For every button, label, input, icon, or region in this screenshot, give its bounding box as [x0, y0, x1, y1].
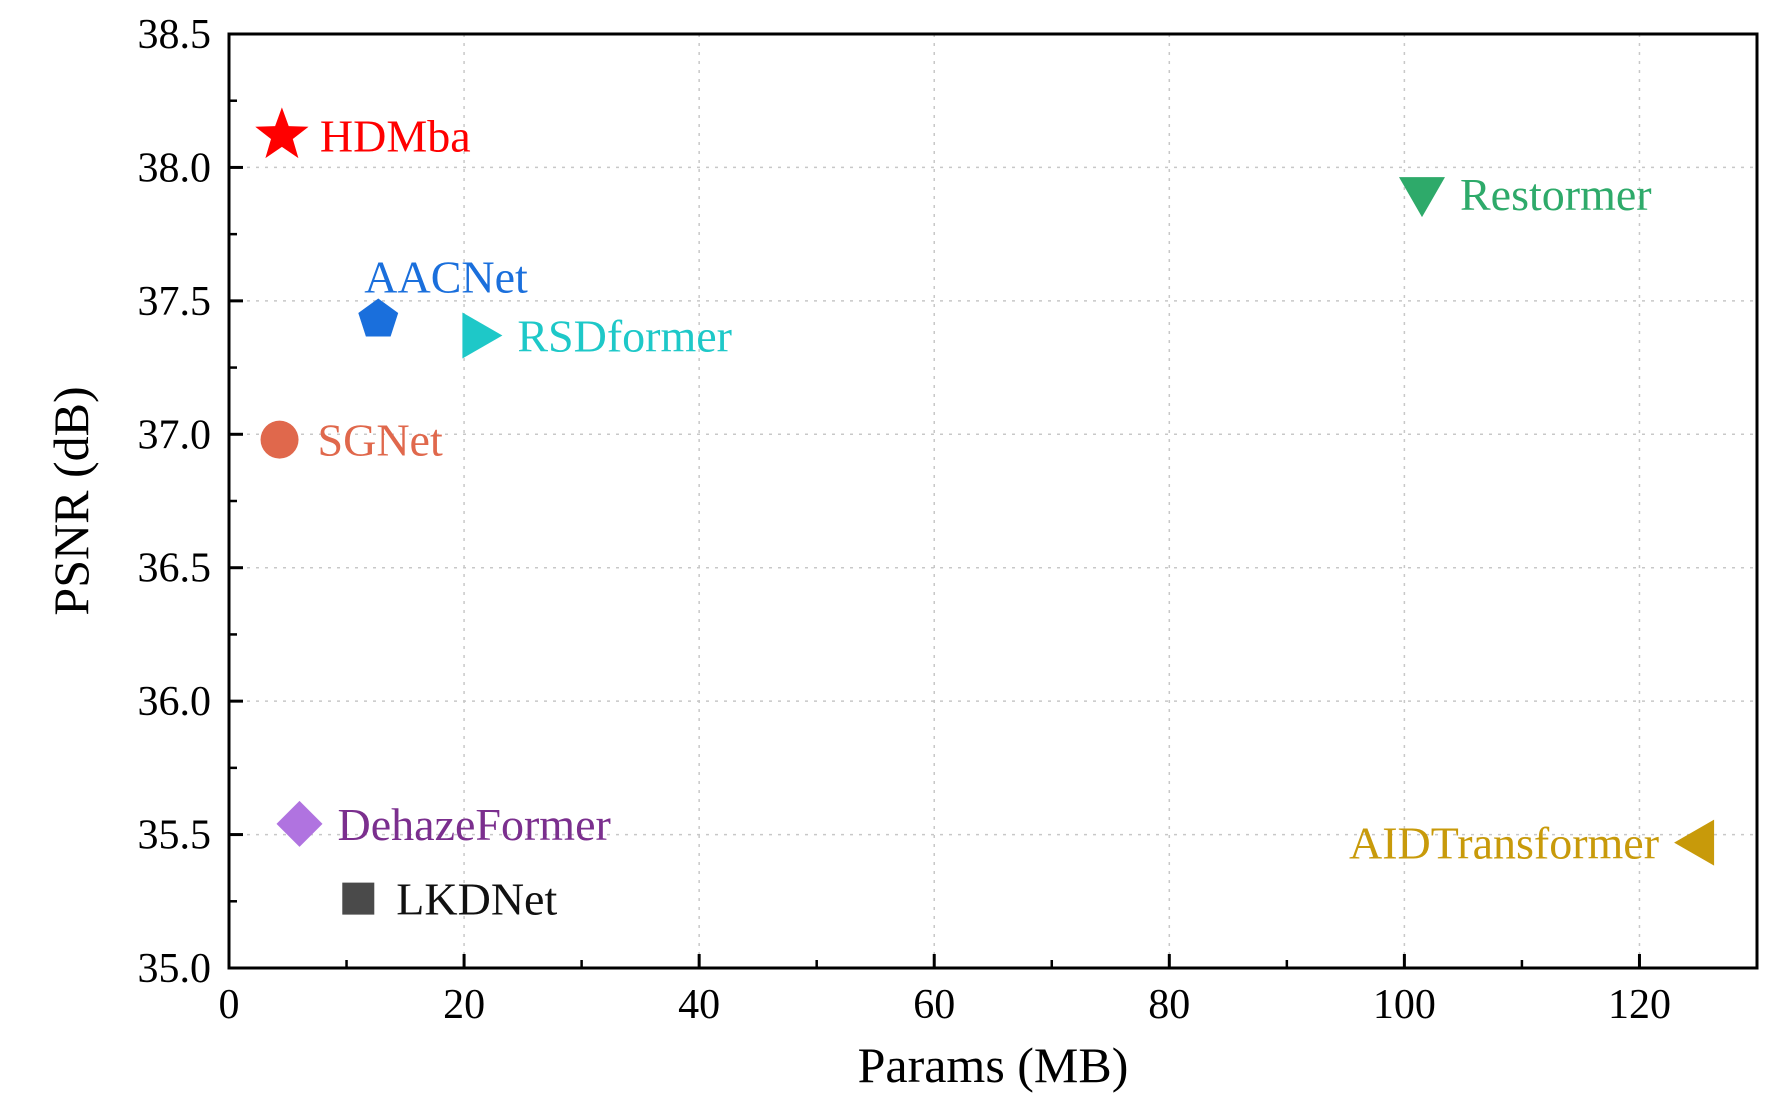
y-tick-label: 35.5 — [138, 813, 212, 859]
sgnet-label: SGNet — [318, 415, 443, 466]
y-tick-label: 36.0 — [138, 679, 212, 725]
grid — [229, 34, 1757, 968]
x-tick-label: 120 — [1608, 982, 1671, 1028]
restormer-label: Restormer — [1460, 169, 1652, 220]
aidtransformer-label: AIDTransformer — [1349, 818, 1659, 869]
dehazeformer-label: DehazeFormer — [338, 799, 611, 850]
dehazeformer-marker — [276, 800, 323, 847]
x-tick-label: 40 — [678, 982, 720, 1028]
x-tick-label: 100 — [1373, 982, 1436, 1028]
aacnet-marker — [358, 298, 399, 337]
x-tick-label: 20 — [443, 982, 485, 1028]
lkdnet-label: LKDNet — [396, 874, 557, 925]
y-tick-label: 37.5 — [138, 279, 212, 325]
y-tick-label: 37.0 — [138, 412, 212, 458]
aidtransformer-marker — [1674, 819, 1715, 866]
x-tick-label: 60 — [913, 982, 955, 1028]
lkdnet-marker — [342, 882, 375, 915]
y-tick-label: 35.0 — [138, 946, 212, 992]
aacnet-label: AACNet — [364, 252, 528, 303]
restormer-marker — [1399, 177, 1445, 218]
y-tick-label: 36.5 — [138, 546, 212, 592]
data-points: HDMba Restormer AACNet RSDformer SGNet Dehaze… — [255, 107, 1715, 925]
x-axis-title: Params (MB) — [858, 1037, 1129, 1093]
hdmba-label: HDMba — [320, 110, 471, 161]
y-axis-title: PSNR (dB) — [43, 386, 99, 615]
rsdformer-marker — [462, 312, 503, 359]
y-tick-labels: 35.0 35.5 36.0 36.5 37.0 37.5 38.0 38.5 — [138, 12, 212, 992]
y-tick-label: 38.0 — [138, 145, 212, 191]
x-tick-labels: 0 20 40 60 80 100 120 — [219, 982, 1671, 1028]
x-tick-label: 80 — [1148, 982, 1190, 1028]
hdmba-marker — [255, 107, 309, 159]
plot-frame — [227, 32, 1759, 970]
y-tick-label: 38.5 — [138, 12, 212, 58]
x-tick-label: 0 — [219, 982, 240, 1028]
rsdformer-label: RSDformer — [517, 311, 732, 362]
sgnet-marker — [260, 420, 299, 459]
